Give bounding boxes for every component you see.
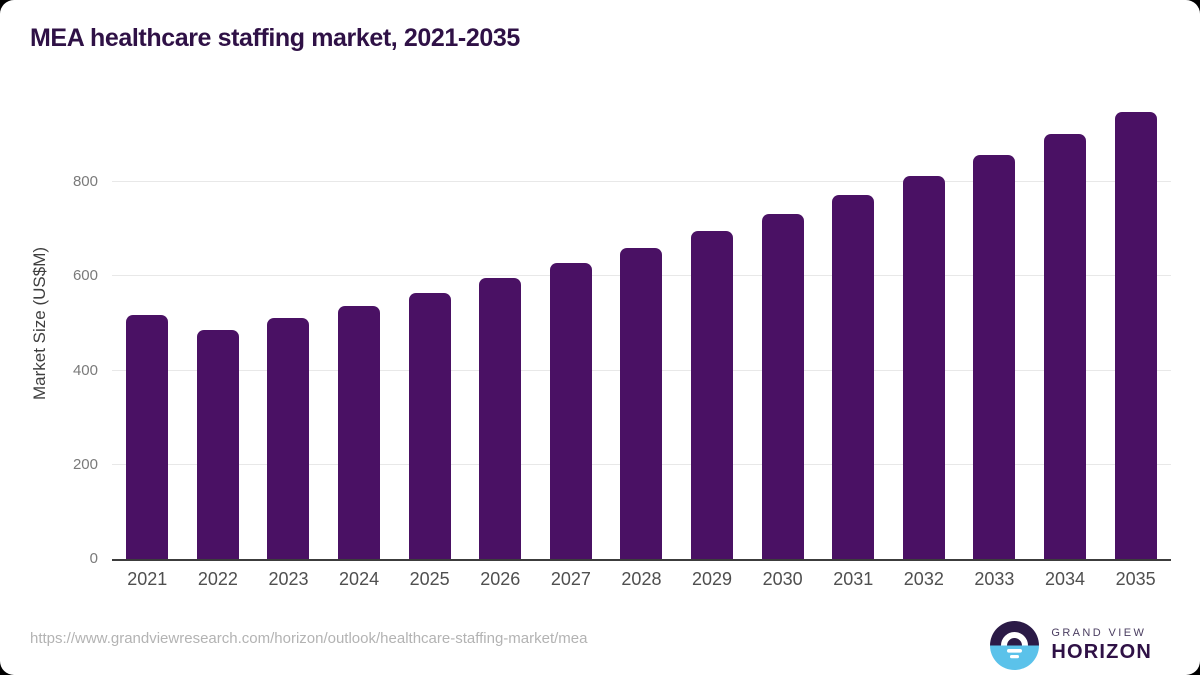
horizon-sunrise-circle-icon (990, 621, 1040, 670)
plot-area (112, 88, 1171, 561)
bar-cell-2027 (536, 88, 607, 559)
bar-2027[interactable] (549, 263, 592, 559)
bars-container (112, 88, 1171, 559)
x-tick-2035: 2035 (1115, 569, 1156, 589)
y-tick-200: 200 (72, 455, 98, 473)
bar-cell-2026 (465, 88, 536, 559)
bar-cell-2032 (889, 88, 960, 559)
x-tick-2024: 2024 (339, 569, 380, 589)
x-tick-2027: 2027 (550, 569, 591, 589)
bar-2032[interactable] (902, 175, 945, 559)
bar-cell-2030 (747, 88, 818, 559)
brand-logo: GRAND VIEW HORIZON (990, 621, 1152, 670)
bar-2024[interactable] (338, 305, 381, 559)
y-tick-0: 0 (89, 550, 98, 567)
x-tick-2033: 2033 (974, 569, 1015, 589)
x-tick-2029: 2029 (692, 569, 733, 589)
bar-cell-2033 (959, 88, 1030, 559)
bar-cell-2029 (677, 88, 748, 559)
x-axis-labels: 2021 2022 2023 2024 2025 2026 2027 2028 2029 2030… (112, 569, 1171, 590)
bar-2035[interactable] (1114, 112, 1157, 559)
x-tick-2032: 2032 (903, 569, 944, 589)
bar-cell-2021 (112, 88, 183, 559)
bar-2034[interactable] (1044, 133, 1087, 559)
x-tick-2028: 2028 (621, 569, 662, 589)
bar-2029[interactable] (691, 231, 734, 559)
brand-name: GRAND VIEW HORIZON (1051, 627, 1152, 664)
y-tick-600: 600 (72, 267, 98, 285)
bar-2033[interactable] (973, 155, 1016, 559)
y-axis-ticks: 0 200 400 600 800 (0, 88, 98, 567)
bar-cell-2022 (183, 88, 254, 559)
x-tick-2022: 2022 (197, 569, 238, 589)
bar-2025[interactable] (408, 292, 451, 559)
page-title: MEA healthcare staffing market, 2021-203… (30, 24, 520, 52)
bar-cell-2031 (818, 88, 889, 559)
bar-2030[interactable] (761, 213, 804, 559)
brand-name-top: GRAND VIEW (1051, 627, 1147, 639)
bar-2022[interactable] (196, 330, 239, 559)
x-tick-2021: 2021 (127, 569, 168, 589)
x-tick-2023: 2023 (268, 569, 309, 589)
bar-cell-2034 (1030, 88, 1101, 559)
y-tick-800: 800 (72, 173, 98, 191)
gridline-800 (112, 181, 1171, 183)
bar-cell-2035 (1100, 88, 1171, 559)
source-url: https://www.grandviewresearch.com/horizo… (30, 630, 588, 647)
bar-cell-2024 (324, 88, 395, 559)
x-tick-2026: 2026 (480, 569, 521, 589)
bar-2031[interactable] (832, 195, 875, 559)
bar-2023[interactable] (267, 318, 310, 559)
bar-cell-2028 (606, 88, 677, 559)
y-tick-400: 400 (72, 361, 98, 379)
x-tick-2030: 2030 (762, 569, 803, 589)
x-tick-2031: 2031 (833, 569, 874, 589)
brand-name-bottom: HORIZON (1051, 641, 1152, 663)
bar-2026[interactable] (479, 278, 522, 559)
x-tick-2034: 2034 (1044, 569, 1086, 589)
x-tick-2025: 2025 (409, 569, 450, 589)
bar-2021[interactable] (126, 315, 169, 559)
bar-cell-2023 (253, 88, 324, 559)
bar-cell-2025 (394, 88, 465, 559)
bar-2028[interactable] (620, 247, 663, 559)
